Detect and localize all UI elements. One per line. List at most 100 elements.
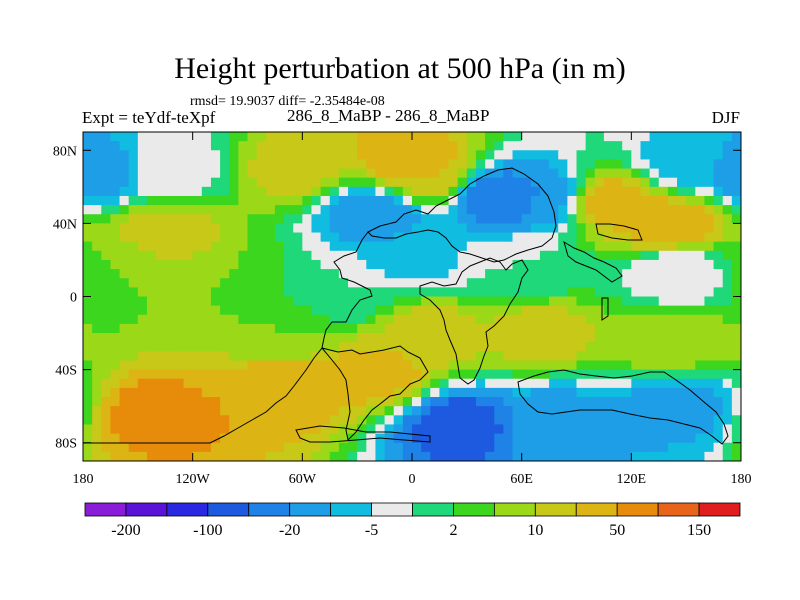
field-cell (412, 296, 422, 307)
field-cell (311, 278, 322, 288)
field-cell (622, 150, 632, 161)
field-cell (156, 387, 166, 398)
field-cell (686, 369, 696, 380)
field-cell (338, 314, 349, 325)
field-cell (521, 342, 532, 352)
field-cell (567, 305, 578, 316)
field-cell (256, 132, 267, 142)
colorbar-swatch (575, 502, 618, 517)
field-cell (119, 451, 130, 461)
field-cell (329, 351, 340, 362)
field-cell (192, 250, 203, 261)
field-cell (594, 232, 605, 243)
field-cell (83, 232, 93, 243)
field-cell (165, 205, 175, 215)
field-cell (613, 369, 623, 380)
field-cell (201, 132, 212, 142)
field-cell (293, 451, 303, 461)
field-cell (366, 305, 377, 316)
field-cell (220, 168, 230, 179)
field-cell (375, 186, 386, 197)
field-cell (137, 424, 148, 435)
field-cell (567, 360, 578, 371)
field-cell (192, 186, 203, 197)
field-cell (146, 214, 157, 224)
field-cell (439, 205, 450, 215)
field-cell (539, 433, 550, 444)
field-cell (631, 333, 642, 343)
field-cell (613, 269, 623, 279)
field-cell (475, 159, 486, 170)
field-cell (357, 323, 367, 334)
field-cell (348, 177, 358, 188)
field-cell (649, 296, 660, 307)
field-cell (302, 442, 313, 453)
field-cell (384, 141, 395, 151)
field-cell (494, 351, 504, 362)
field-cell (686, 232, 696, 243)
field-cell (576, 278, 587, 288)
field-cell (503, 360, 514, 371)
field-cell (284, 360, 294, 371)
field-cell (284, 269, 294, 279)
field-cell (375, 141, 386, 151)
field-cell (594, 442, 605, 453)
field-cell (192, 269, 203, 279)
field-cell (731, 360, 741, 371)
field-cell (119, 241, 130, 252)
field-cell (320, 397, 331, 407)
field-cell (622, 132, 632, 142)
field-cell (731, 433, 741, 444)
field-cell (83, 451, 93, 461)
field-cell (466, 186, 477, 197)
field-cell (402, 342, 413, 352)
field-cell (274, 305, 285, 316)
field-cell (521, 223, 532, 234)
colorbar-swatch (698, 502, 741, 517)
field-cell (247, 132, 258, 142)
field-cell (101, 333, 112, 343)
field-cell (704, 132, 715, 142)
field-cell (393, 415, 404, 426)
field-cell (475, 378, 486, 389)
field-cell (457, 223, 468, 234)
field-cell (375, 177, 386, 188)
field-cell (101, 424, 112, 435)
field-cell (357, 132, 367, 142)
field-cell (594, 177, 605, 188)
field-cell (329, 451, 340, 461)
field-cell (311, 159, 322, 170)
field-cell (348, 387, 358, 398)
field-cell (101, 433, 112, 444)
field-cell (366, 397, 377, 407)
field-cell (713, 177, 724, 188)
field-cell (265, 369, 276, 380)
field-cell (512, 433, 523, 444)
field-cell (220, 387, 230, 398)
field-cell (92, 397, 102, 407)
field-cell (448, 323, 459, 334)
field-cell (284, 442, 294, 453)
field-cell (521, 333, 532, 343)
field-cell (384, 168, 395, 179)
field-cell (375, 369, 386, 380)
field-cell (466, 314, 477, 325)
field-cell (549, 269, 559, 279)
field-cell (603, 406, 614, 416)
field-cell (201, 296, 212, 307)
field-cell (220, 351, 230, 362)
field-cell (192, 415, 203, 426)
field-cell (348, 433, 358, 444)
field-cell (220, 305, 230, 316)
field-cell (393, 342, 404, 352)
field-cell (686, 214, 696, 224)
field-cell (393, 397, 404, 407)
field-cell (594, 132, 605, 142)
field-cell (302, 159, 313, 170)
field-cell (421, 342, 431, 352)
field-cell (640, 342, 651, 352)
field-cell (357, 369, 367, 380)
field-cell (183, 168, 194, 179)
field-cell (448, 433, 459, 444)
field-cell (210, 451, 221, 461)
